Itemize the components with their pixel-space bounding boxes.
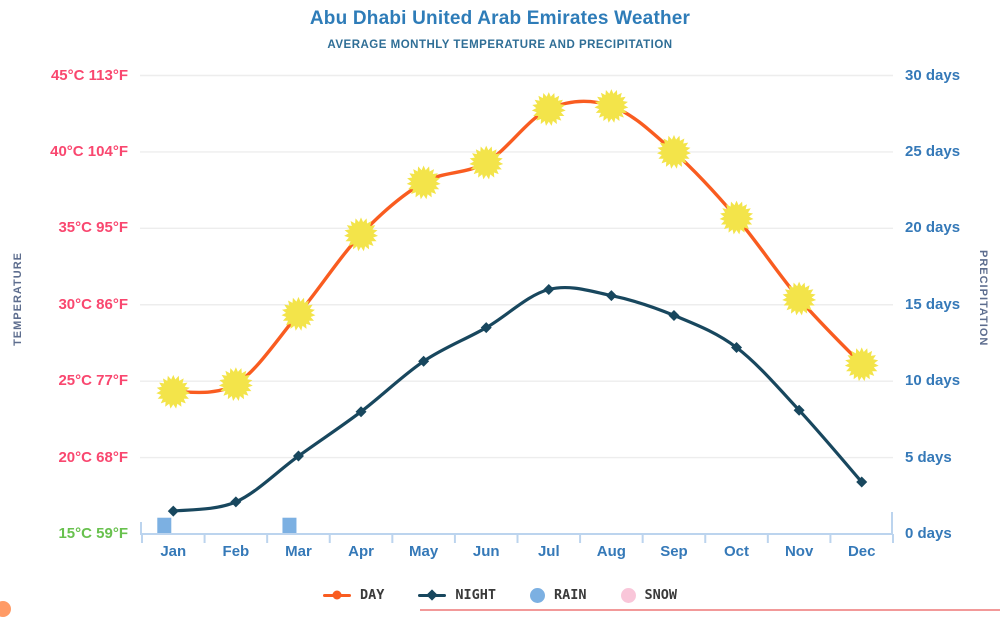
temp-tick-label: 45°C 113°F xyxy=(50,66,128,84)
night-marker-diamond xyxy=(668,309,680,321)
night-marker-diamond xyxy=(230,496,242,508)
night-marker-diamond xyxy=(793,404,805,416)
legend-label: DAY xyxy=(359,587,385,603)
day-marker-sun xyxy=(531,92,566,126)
temp-tick-label: 15°C 59°F xyxy=(58,525,128,542)
temp-tick-label: 20°C 68°F xyxy=(58,448,128,466)
temp-tick-label: 25°C 77°F xyxy=(58,372,128,390)
day-marker-sun xyxy=(594,89,629,123)
page-title: Abu Dhabi United Arab Emirates Weather xyxy=(309,8,691,29)
precip-tick-label: 5 days xyxy=(905,448,952,466)
night-marker-diamond xyxy=(605,290,617,302)
legend-item-day[interactable]: DAY xyxy=(322,587,385,603)
precipitation-axis-title: PRECIPITATION xyxy=(977,250,989,347)
temp-tick-label: 40°C 104°F xyxy=(50,142,128,160)
day-marker-sun xyxy=(218,367,253,401)
precip-tick-label: 20 days xyxy=(905,219,961,237)
legend-item-snow[interactable]: SNOW xyxy=(620,587,678,603)
night-marker-diamond xyxy=(292,450,304,462)
precip-tick-label: 15 days xyxy=(905,295,961,313)
day-marker-sun xyxy=(406,165,441,200)
day-legend-line-icon xyxy=(322,590,351,600)
legend-item-night[interactable]: NIGHT xyxy=(418,587,496,603)
snow-legend-circle-icon xyxy=(620,587,636,603)
day-marker-sun xyxy=(782,281,817,316)
precip-tick-label: 0 days xyxy=(905,525,952,542)
month-label: Sep xyxy=(660,543,688,560)
night-marker-diamond xyxy=(167,505,179,517)
day-marker-sun xyxy=(469,145,504,180)
precip-tick-label: 30 days xyxy=(905,66,961,84)
chart-subtitle: AVERAGE MONTHLY TEMPERATURE AND PRECIPIT… xyxy=(327,39,673,51)
month-label: Mar xyxy=(285,543,312,560)
day-marker-sun xyxy=(156,374,191,409)
night-marker-diamond xyxy=(543,283,555,295)
night-marker-diamond xyxy=(355,406,367,418)
day-marker-sun xyxy=(281,296,316,331)
precip-tick-label: 10 days xyxy=(905,372,961,390)
night-legend-line-icon xyxy=(418,589,447,601)
night-marker-diamond xyxy=(731,342,743,354)
precip-tick-label: 25 days xyxy=(905,142,961,160)
month-label: Dec xyxy=(847,543,876,560)
month-label: Jul xyxy=(537,543,560,560)
month-label: Jan xyxy=(160,543,187,560)
night-marker-diamond xyxy=(480,322,492,334)
month-label: Nov xyxy=(784,543,814,560)
day-line xyxy=(171,99,864,395)
day-legend-dot-icon xyxy=(332,590,342,600)
month-label: Apr xyxy=(348,543,374,560)
day-marker-sun xyxy=(344,217,378,252)
corner-logo-fragment xyxy=(0,601,11,617)
night-marker-diamond xyxy=(418,355,430,367)
temp-tick-label: 35°C 95°F xyxy=(58,219,128,237)
month-label: Aug xyxy=(596,543,626,560)
day-marker-sun xyxy=(844,347,879,382)
night-legend-diamond-icon xyxy=(426,589,439,601)
month-label: May xyxy=(409,543,439,560)
rain-bar xyxy=(282,517,297,533)
legend-label: SNOW xyxy=(644,587,678,603)
night-marker-diamond xyxy=(856,476,868,488)
day-marker-sun xyxy=(719,200,754,235)
legend-label: RAIN xyxy=(554,587,587,603)
rain-bar xyxy=(157,517,172,533)
temp-tick-label: 30°C 86°F xyxy=(58,295,128,313)
month-label: Feb xyxy=(222,543,250,560)
month-label: Jun xyxy=(472,543,500,560)
legend-item-rain[interactable]: RAIN xyxy=(530,587,587,603)
bottom-page-edge-rule xyxy=(420,609,1000,611)
month-label: Oct xyxy=(724,543,750,560)
legend-label: NIGHT xyxy=(455,587,496,603)
rain-legend-circle-icon xyxy=(530,587,545,603)
chart-legend: DAY NIGHT RAIN SNOW xyxy=(0,587,1000,603)
night-line xyxy=(171,285,864,513)
day-marker-sun xyxy=(657,134,691,169)
